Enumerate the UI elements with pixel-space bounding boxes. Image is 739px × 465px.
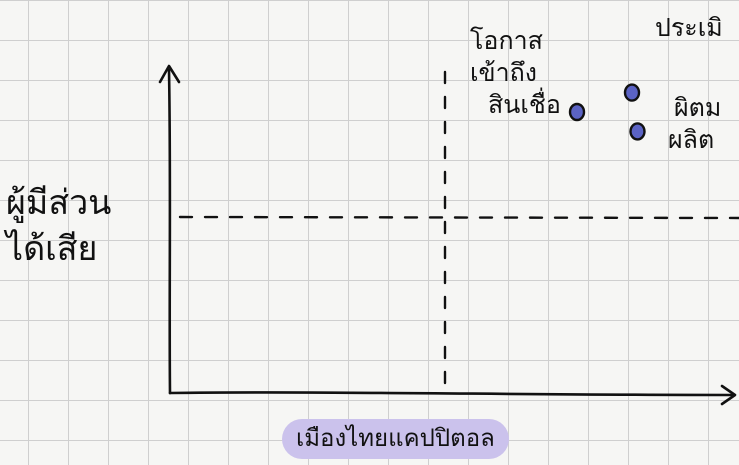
y-axis [167,68,172,395]
annotation-line-2: ผลิต [668,125,715,154]
annotation-line-3: สินเชื่อ [488,90,561,119]
annotation-assessment: ประเมิ [655,13,723,42]
annotation-line-1: โอกาส [470,26,543,55]
y-axis-arrowhead [158,64,181,84]
x-axis-arrowhead [720,384,737,406]
annotation-access-to-credit: โอกาส เข้าถึง สินเชื่อ [470,25,561,121]
annotation-line-2: เข้าถึง [470,58,538,87]
x-axis-label: เมืองไทยแคปปิตอล [282,419,509,459]
y-axis-label-line-2: ได้เสีย [6,229,98,269]
horizontal-divider [178,215,739,220]
y-axis-label-line-1: ผู้มีส่วน [6,183,112,223]
y-axis-label: ผู้มีส่วน ได้เสีย [6,180,111,272]
annotation-line-1: ผิตม [674,93,722,122]
data-point-1 [568,102,586,122]
data-point-2 [623,83,641,102]
data-point-3 [629,122,646,141]
data-points [568,83,646,141]
x-axis [168,391,735,397]
annotation-production: ผิตม ผลิต [668,92,721,156]
